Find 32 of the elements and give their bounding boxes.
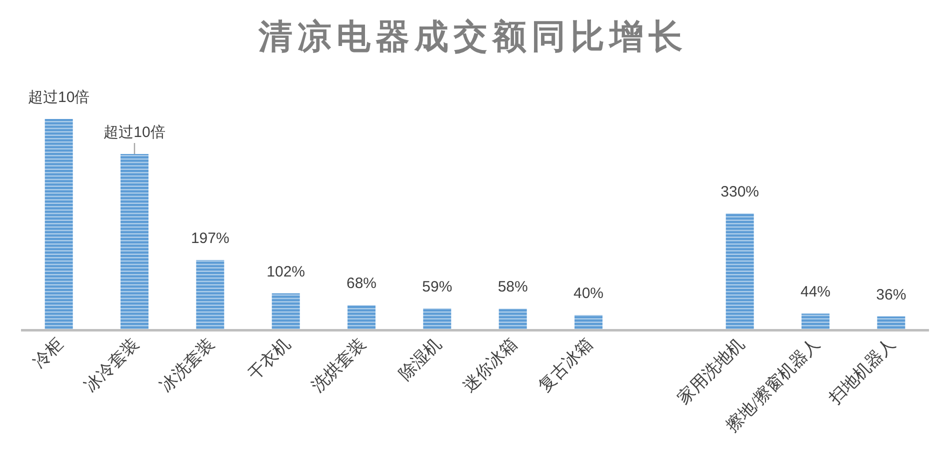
bar xyxy=(348,305,376,329)
bar xyxy=(802,314,830,329)
x-tick-label: 干衣机 xyxy=(244,334,294,384)
x-tick-label: 扫地机器人 xyxy=(824,334,899,409)
x-tick-label: 除湿机 xyxy=(396,334,445,384)
bar xyxy=(44,119,73,329)
x-tick-label: 冰冷套装 xyxy=(80,334,142,396)
bar xyxy=(574,315,602,329)
data-label: 59% xyxy=(422,278,452,296)
data-label: 102% xyxy=(266,263,306,280)
chart-title: 清凉电器成交额同比增长 xyxy=(258,18,688,56)
data-label: 36% xyxy=(876,286,906,304)
bar xyxy=(120,154,148,329)
bar xyxy=(423,308,452,329)
x-tick-label: 冰洗套装 xyxy=(156,334,218,396)
x-tick-label: 复古冰箱 xyxy=(534,334,596,396)
data-label: 58% xyxy=(498,278,528,296)
x-tick-label: 冷柜 xyxy=(29,334,67,372)
data-label: 197% xyxy=(190,230,230,248)
bar xyxy=(196,260,224,329)
data-label: 44% xyxy=(800,284,831,301)
x-tick-label: 迷你冰箱 xyxy=(459,334,521,396)
data-label: 超过10倍 xyxy=(104,124,166,141)
bar xyxy=(726,214,754,329)
bar xyxy=(498,308,527,329)
data-label: 40% xyxy=(573,285,604,302)
x-tick-label: 洗烘套装 xyxy=(308,334,370,396)
bar xyxy=(877,316,906,329)
data-label: 330% xyxy=(720,184,760,200)
data-label: 超过10倍 xyxy=(28,89,90,106)
bar xyxy=(272,293,300,329)
data-label: 68% xyxy=(346,275,377,292)
